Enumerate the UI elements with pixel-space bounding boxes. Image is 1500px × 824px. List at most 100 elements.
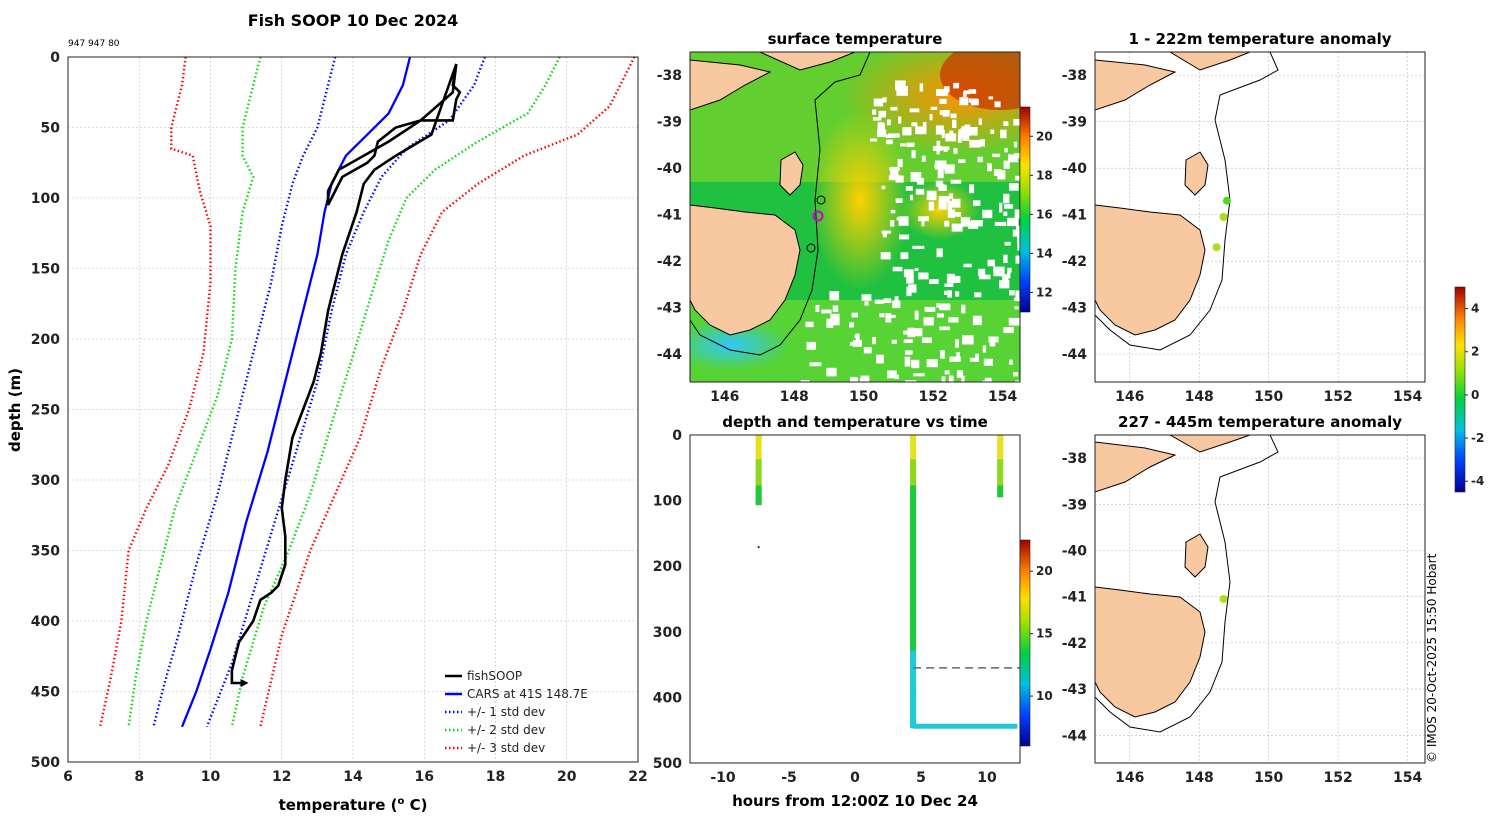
cloud-pixel	[939, 326, 950, 331]
cast-sample	[910, 511, 917, 516]
cloud-pixel	[1014, 153, 1020, 159]
cast-sample	[910, 464, 917, 469]
cloud-pixel	[914, 267, 919, 271]
time-casts	[755, 435, 1020, 729]
cloud-pixel	[993, 266, 1005, 277]
cloud-pixel	[904, 350, 913, 355]
cast-sample	[910, 435, 917, 440]
cloud-pixel	[908, 284, 917, 293]
cloud-pixel	[887, 314, 896, 318]
cloud-pixel	[881, 185, 886, 190]
cloud-pixel	[876, 354, 884, 364]
cloud-pixel	[885, 134, 896, 138]
map-x-tick-label: 148	[1185, 389, 1214, 405]
cloud-pixel	[849, 322, 854, 328]
cloud-pixel	[947, 200, 952, 210]
series--1-std-dev	[205, 56, 486, 728]
cloud-pixel	[952, 119, 957, 128]
cast-sample	[997, 448, 1004, 453]
cloud-pixel	[1013, 119, 1020, 126]
cast-sample	[910, 566, 917, 571]
map-x-tick-label: 150	[1254, 770, 1283, 786]
cast-sample	[910, 611, 917, 616]
anomaly-shallow-panel: 1 - 222m temperature anomaly 146 148 150 15…	[1062, 30, 1426, 405]
cast-sample	[910, 477, 917, 482]
colorbar-tick-label: 10	[1036, 689, 1053, 703]
cloud-pixel	[984, 377, 992, 382]
cast-sample	[910, 438, 917, 443]
map-x-tick-label: 150	[1254, 389, 1283, 405]
cloud-pixel	[918, 272, 929, 280]
cloud-pixel	[916, 178, 924, 185]
cast-sample	[910, 551, 917, 556]
cloud-pixel	[921, 337, 932, 343]
cloud-pixel	[895, 80, 906, 91]
colorbar-tick-label: 20	[1036, 129, 1053, 143]
sst-track-point	[806, 243, 816, 253]
cloud-pixel	[977, 268, 986, 276]
cast-sample	[910, 619, 917, 624]
anomaly-deep-panel: 227 - 445m temperature anomaly 146 148 150…	[1062, 413, 1426, 786]
profile-ticks: 6 8 10 12 14 16 18 20 22 0 50 100 150 200 250 300 350 400…	[31, 50, 648, 785]
cast-sample	[910, 690, 917, 695]
cloud-pixel	[864, 301, 869, 306]
cloud-pixel	[964, 124, 971, 135]
cast-sample	[910, 577, 917, 582]
cloud-pixel	[988, 96, 994, 100]
cast-sample	[910, 556, 917, 561]
cloud-pixel	[903, 269, 914, 278]
cloud-pixel	[935, 125, 944, 135]
cloud-pixel	[895, 198, 903, 203]
map-y-tick-label: -42	[1062, 254, 1087, 270]
cast-sample	[755, 435, 762, 440]
cast-sample	[910, 635, 917, 640]
x-tick-label: 22	[628, 769, 647, 785]
cloud-pixel	[826, 318, 834, 328]
cast-sample	[910, 669, 917, 674]
sst-colorbar	[1019, 106, 1031, 313]
map-y-tick-label: -41	[1062, 590, 1087, 606]
time-title: depth and temperature vs time	[722, 413, 988, 431]
cloud-pixel	[961, 126, 966, 131]
cloud-pixel	[829, 291, 840, 301]
cloud-pixel	[969, 139, 981, 148]
cast-sample	[910, 674, 917, 679]
cast-sample	[755, 482, 762, 487]
cloud-pixel	[974, 292, 982, 298]
colorbar-tick-label: -4	[1471, 474, 1484, 488]
cloud-pixel	[939, 110, 950, 115]
cloud-pixel	[923, 317, 934, 326]
cloud-pixel	[888, 175, 900, 181]
cloud-pixel	[872, 109, 877, 115]
cloud-pixel	[821, 309, 832, 314]
cast-sample	[910, 446, 917, 451]
cloud-pixel	[863, 347, 872, 354]
cloud-pixel	[826, 367, 837, 377]
cloud-pixel	[968, 98, 978, 103]
cloud-pixel	[1014, 306, 1019, 310]
sst-colorbar-ticks: 12 14 16 18 20	[1030, 129, 1053, 299]
cast-sample	[910, 443, 917, 448]
sst-field	[690, 52, 1020, 382]
cast-sample	[910, 658, 917, 663]
cloud-pixel	[951, 223, 963, 232]
cast-sample	[910, 700, 917, 705]
series--1-std-dev	[152, 56, 337, 728]
y-tick-label: 350	[31, 544, 60, 560]
cast-sample	[910, 501, 917, 506]
cloud-pixel	[905, 380, 917, 382]
cloud-pixel	[1003, 254, 1008, 263]
cloud-pixel	[936, 303, 940, 308]
cloud-pixel	[947, 209, 955, 218]
cloud-pixel	[1003, 327, 1014, 334]
cloud-pixel	[830, 313, 840, 318]
colorbar-tick-label: 20	[1036, 564, 1053, 578]
cloud-pixel	[906, 142, 915, 148]
cloud-pixel	[1009, 359, 1013, 365]
cast-sample	[910, 677, 917, 682]
cast-sample	[910, 451, 917, 456]
cast-sample	[910, 705, 917, 710]
cast-sample	[910, 553, 917, 558]
cast-sample	[910, 519, 917, 524]
colorbar-tick-label: 15	[1036, 627, 1053, 641]
